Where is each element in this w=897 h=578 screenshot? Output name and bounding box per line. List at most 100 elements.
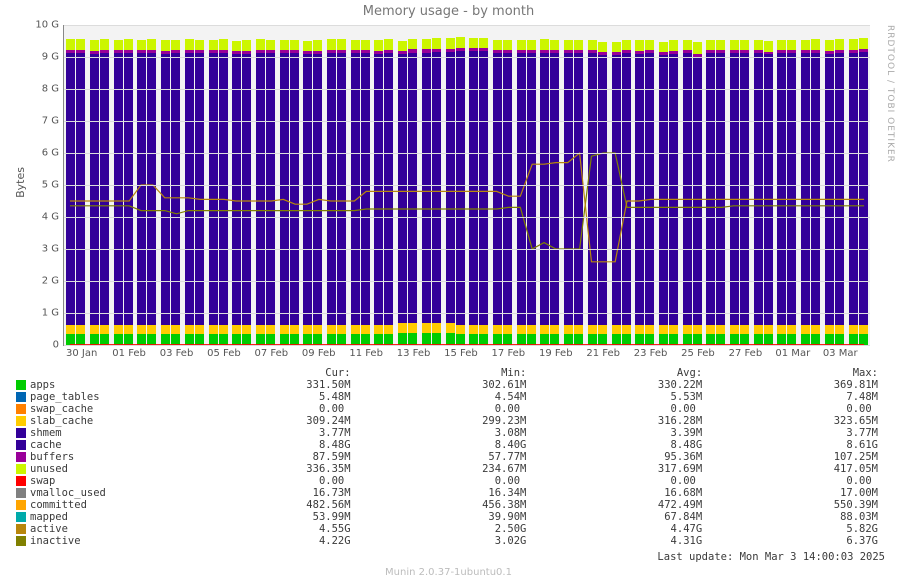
legend-val-min: 2.50G [355, 523, 531, 535]
x-tick: 03 Feb [153, 348, 200, 359]
legend-val-cur: 8.48G [179, 439, 355, 451]
bar-segment-cache [209, 53, 218, 324]
bar-segment-apps [669, 334, 678, 345]
bar-segment-unused [787, 40, 796, 51]
bar-segment-cache [517, 53, 526, 324]
bar-segment-slab [517, 325, 526, 335]
bar-segment-cache [859, 52, 868, 325]
x-tick: 30 Jan [58, 348, 105, 359]
bar-segment-unused [361, 40, 370, 51]
legend-name: mapped [30, 511, 68, 523]
legend-val-avg: 67.84M [530, 511, 706, 523]
bar-segment-unused [777, 40, 786, 51]
bar-segment-slab [66, 325, 75, 335]
stacked-bar [280, 40, 289, 345]
bar-segment-apps [195, 334, 204, 345]
legend-val-max: 369.81M [706, 379, 882, 391]
stacked-bar [764, 41, 773, 345]
bar-segment-cache [114, 53, 123, 324]
bar-segment-unused [408, 39, 417, 50]
legend-table: Cur:Min:Avg:Max:apps331.50M302.61M330.22… [12, 367, 897, 547]
stacked-bar [859, 38, 868, 345]
bar-segment-unused [422, 39, 431, 50]
gridline [64, 185, 870, 186]
legend-name: swap_cache [30, 403, 93, 415]
bar-segment-cache [137, 53, 146, 324]
bar-segment-unused [706, 40, 715, 51]
bar-segment-cache [280, 53, 289, 324]
bar-segment-apps [787, 334, 796, 345]
bar-segment-slab [384, 325, 393, 335]
bar-segment-apps [76, 334, 85, 345]
y-tick: 8 G [42, 84, 59, 95]
bar-segment-cache [337, 53, 346, 325]
legend-row: swap_cache0.00 0.00 0.00 0.00 [12, 403, 882, 415]
legend-row: shmem3.77M3.08M3.39M3.77M [12, 427, 882, 439]
legend-val-max: 0.00 [706, 403, 882, 415]
x-tick: 19 Feb [532, 348, 579, 359]
stacked-bar [374, 40, 383, 345]
stacked-bar [242, 40, 251, 345]
bar-segment-apps [361, 334, 370, 345]
bar-segment-apps [408, 333, 417, 345]
bar-segment-cache [612, 55, 621, 324]
bar-segment-apps [754, 334, 763, 345]
stacked-bar [398, 41, 407, 345]
bar-segment-slab [849, 325, 858, 335]
legend-swatch [16, 500, 26, 510]
bar-segment-slab [574, 325, 583, 335]
legend-val-min: 0.00 [355, 475, 531, 487]
bar-segment-unused [716, 40, 725, 51]
bar-segment-apps [574, 334, 583, 345]
bar-segment-apps [66, 334, 75, 345]
legend-row: apps331.50M302.61M330.22M369.81M [12, 379, 882, 391]
bar-segment-slab [564, 325, 573, 335]
legend-name: cache [30, 439, 62, 451]
legend-name: vmalloc_used [30, 487, 106, 499]
legend-val-cur: 0.00 [179, 403, 355, 415]
stacked-bar [469, 38, 478, 345]
bar-segment-apps [422, 333, 431, 345]
bar-segment-slab [493, 325, 502, 335]
bar-segment-unused [171, 40, 180, 51]
bar-segment-slab [266, 325, 275, 335]
stacked-bar [456, 37, 465, 345]
bar-segment-unused [859, 38, 868, 49]
bar-segment-apps [635, 334, 644, 345]
stacked-bar [730, 40, 739, 345]
stacked-bar [209, 40, 218, 345]
gridline [64, 217, 870, 218]
stacked-bar [540, 39, 549, 345]
bar-segment-unused [801, 40, 810, 51]
bar-segment-slab [598, 325, 607, 335]
legend-val-cur: 482.56M [179, 499, 355, 511]
rrdtool-credit: RRDTOOL / TOBI OETIKER [885, 25, 895, 163]
gridline [64, 313, 870, 314]
munin-version: Munin 2.0.37-1ubuntu0.1 [0, 567, 897, 578]
bar-segment-cache [811, 53, 820, 325]
bar-segment-apps [219, 334, 228, 345]
bar-segment-cache [256, 53, 265, 325]
bar-segment-unused [337, 39, 346, 50]
bar-segment-slab [195, 325, 204, 335]
bar-segment-slab [100, 325, 109, 335]
stacked-bar [384, 39, 393, 345]
legend-val-min: 39.90M [355, 511, 531, 523]
x-tick: 25 Feb [674, 348, 721, 359]
y-tick: 3 G [42, 244, 59, 255]
stacked-bar [517, 40, 526, 345]
x-tick: 13 Feb [390, 348, 437, 359]
legend-name: page_tables [30, 391, 100, 403]
bar-segment-slab [764, 325, 773, 335]
bar-segment-cache [550, 53, 559, 324]
bar-segment-apps [550, 334, 559, 345]
stacked-bar [564, 40, 573, 345]
bar-segment-slab [716, 325, 725, 335]
bar-segment-cache [787, 53, 796, 324]
bar-segment-unused [280, 40, 289, 51]
x-tick: 03 Mar [817, 348, 864, 359]
bar-segment-unused [303, 41, 312, 52]
bar-segment-apps [242, 334, 251, 345]
legend-val-avg: 330.22M [530, 379, 706, 391]
stacked-bar [408, 39, 417, 345]
